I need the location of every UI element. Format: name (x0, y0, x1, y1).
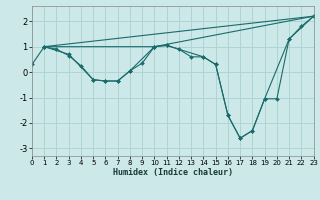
X-axis label: Humidex (Indice chaleur): Humidex (Indice chaleur) (113, 168, 233, 177)
